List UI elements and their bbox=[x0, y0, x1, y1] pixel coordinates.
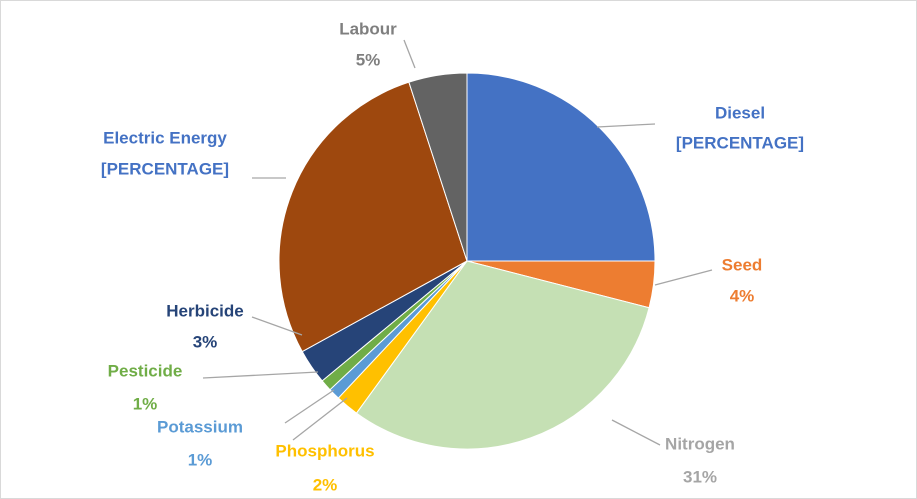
slice-label: Phosphorus bbox=[275, 441, 374, 460]
slice-value-label: 5% bbox=[356, 50, 381, 69]
leader-line bbox=[284, 389, 335, 424]
leader-line bbox=[202, 371, 319, 379]
slice-value-label: 31% bbox=[683, 467, 717, 486]
leader-line bbox=[654, 269, 713, 286]
leader-line bbox=[611, 419, 661, 446]
slice-value-label: [PERCENTAGE] bbox=[101, 159, 229, 178]
pie-slice bbox=[278, 81, 468, 353]
pie-slice bbox=[466, 72, 656, 262]
slice-label: Labour bbox=[339, 19, 397, 38]
slice-value-label: 3% bbox=[193, 332, 218, 351]
slice-value-label: [PERCENTAGE] bbox=[676, 133, 804, 152]
slice-label: Pesticide bbox=[108, 361, 183, 380]
slice-value-label: 4% bbox=[730, 286, 755, 305]
pie-slice bbox=[355, 260, 650, 450]
slice-value-label: 1% bbox=[188, 450, 213, 469]
leader-line bbox=[292, 397, 348, 441]
leader-line bbox=[403, 39, 416, 69]
slice-value-label: 2% bbox=[313, 475, 338, 494]
slice-label: Herbicide bbox=[166, 301, 243, 320]
slice-label: Seed bbox=[722, 255, 763, 274]
leader-line bbox=[251, 316, 303, 336]
leader-line bbox=[596, 123, 656, 128]
slice-label: Potassium bbox=[157, 417, 243, 436]
slice-label: Nitrogen bbox=[665, 434, 735, 453]
slice-label: Diesel bbox=[715, 103, 765, 122]
slice-value-label: 1% bbox=[133, 394, 158, 413]
slice-label: Electric Energy bbox=[103, 128, 227, 147]
pie-slice bbox=[408, 72, 468, 262]
